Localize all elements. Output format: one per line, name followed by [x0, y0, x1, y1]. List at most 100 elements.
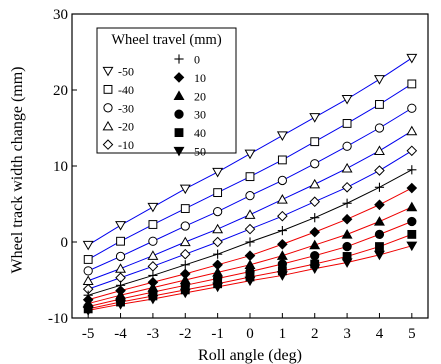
legend-entry: -30: [103, 101, 134, 115]
legend-label: -20: [118, 120, 134, 134]
data-point: [309, 226, 321, 238]
x-tick-label: 0: [246, 326, 254, 342]
legend-marker: [174, 128, 184, 138]
legend-marker: [103, 103, 113, 113]
data-point: [244, 250, 256, 261]
data-point: [342, 198, 352, 208]
x-tick-label: 4: [376, 326, 384, 342]
data-point: [213, 188, 223, 198]
data-point: [213, 249, 223, 259]
data-point: [115, 221, 127, 231]
x-tick-label: -3: [147, 326, 160, 342]
legend-entry: 50: [173, 145, 206, 159]
data-point: [341, 213, 353, 225]
data-point: [374, 229, 385, 240]
data-point: [180, 204, 190, 213]
data-point: [407, 229, 417, 239]
data-point: [212, 236, 223, 248]
data-point: [83, 255, 93, 264]
data-point: [244, 276, 256, 287]
legend-marker: [102, 120, 114, 131]
data-point: [245, 237, 255, 247]
data-point: [309, 113, 321, 123]
data-point: [309, 239, 321, 250]
data-point: [342, 241, 352, 252]
data-point: [179, 288, 191, 299]
x-tick-label: -5: [82, 326, 95, 342]
data-point: [82, 240, 94, 251]
plot-markers: [82, 53, 418, 316]
x-tick-label: -4: [114, 326, 127, 342]
x-tick-label: 3: [343, 326, 351, 342]
data-point: [116, 236, 125, 246]
legend-entry: 30: [174, 108, 206, 122]
x-tick-label: -2: [179, 326, 192, 342]
data-point: [375, 100, 384, 109]
legend: Wheel travel (mm) -50 -40 -30 -20 -10 0 10 20 30…: [96, 27, 237, 159]
y-tick-label: 10: [53, 159, 68, 175]
data-point: [147, 250, 159, 260]
data-point: [82, 275, 94, 285]
legend-label: 50: [194, 145, 206, 159]
data-point: [407, 216, 417, 227]
data-point: [245, 172, 255, 182]
data-point: [83, 266, 93, 276]
data-point: [310, 137, 320, 147]
y-tick-label: 30: [53, 7, 68, 23]
data-point: [374, 199, 385, 211]
data-point: [407, 165, 417, 175]
legend-label: 10: [194, 71, 206, 85]
legend-label: -40: [118, 83, 134, 97]
data-point: [407, 103, 417, 113]
x-tick-label: 1: [279, 326, 287, 342]
data-point: [147, 202, 159, 213]
data-point: [277, 226, 287, 236]
data-point: [82, 306, 94, 316]
legend-label: 30: [194, 108, 206, 122]
data-point: [374, 123, 385, 133]
data-point: [406, 145, 418, 157]
data-point: [245, 191, 255, 201]
legend-label: -10: [118, 138, 134, 152]
legend-box: [96, 27, 237, 154]
data-point: [179, 184, 191, 195]
data-point: [373, 216, 385, 226]
data-point: [244, 223, 256, 235]
legend-label: -30: [118, 101, 134, 115]
legend-marker: [103, 84, 113, 94]
y-axis-title: Wheel track width change (mm): [9, 66, 26, 273]
data-point: [147, 261, 159, 272]
data-point: [406, 182, 418, 194]
data-point: [212, 167, 224, 178]
data-point: [277, 175, 288, 186]
data-point: [277, 238, 288, 250]
data-point: [373, 145, 385, 155]
data-point: [406, 125, 418, 136]
data-point: [341, 162, 353, 173]
data-point: [179, 236, 191, 247]
data-point: [309, 178, 321, 189]
y-tick-label: -10: [48, 311, 68, 327]
data-point: [310, 213, 320, 223]
data-point: [342, 119, 352, 128]
x-tick-label: -1: [211, 326, 224, 342]
data-point: [147, 294, 159, 305]
data-point: [277, 210, 288, 222]
data-point: [309, 264, 321, 274]
data-point: [406, 241, 418, 252]
legend-marker: [174, 109, 184, 119]
data-point: [341, 94, 353, 105]
data-point: [375, 242, 384, 251]
legend-title: Wheel travel (mm): [111, 32, 221, 48]
data-point: [341, 258, 353, 268]
x-tick-label: 2: [311, 326, 319, 342]
data-point: [310, 251, 320, 261]
legend-marker: [173, 90, 185, 100]
legend-entry: 20: [173, 89, 206, 103]
data-point: [373, 250, 385, 261]
legend-label: 40: [194, 126, 206, 140]
legend-entry: 40: [174, 126, 206, 140]
data-point: [276, 250, 288, 260]
legend-entry: 0: [174, 53, 200, 67]
data-point: [244, 209, 256, 219]
